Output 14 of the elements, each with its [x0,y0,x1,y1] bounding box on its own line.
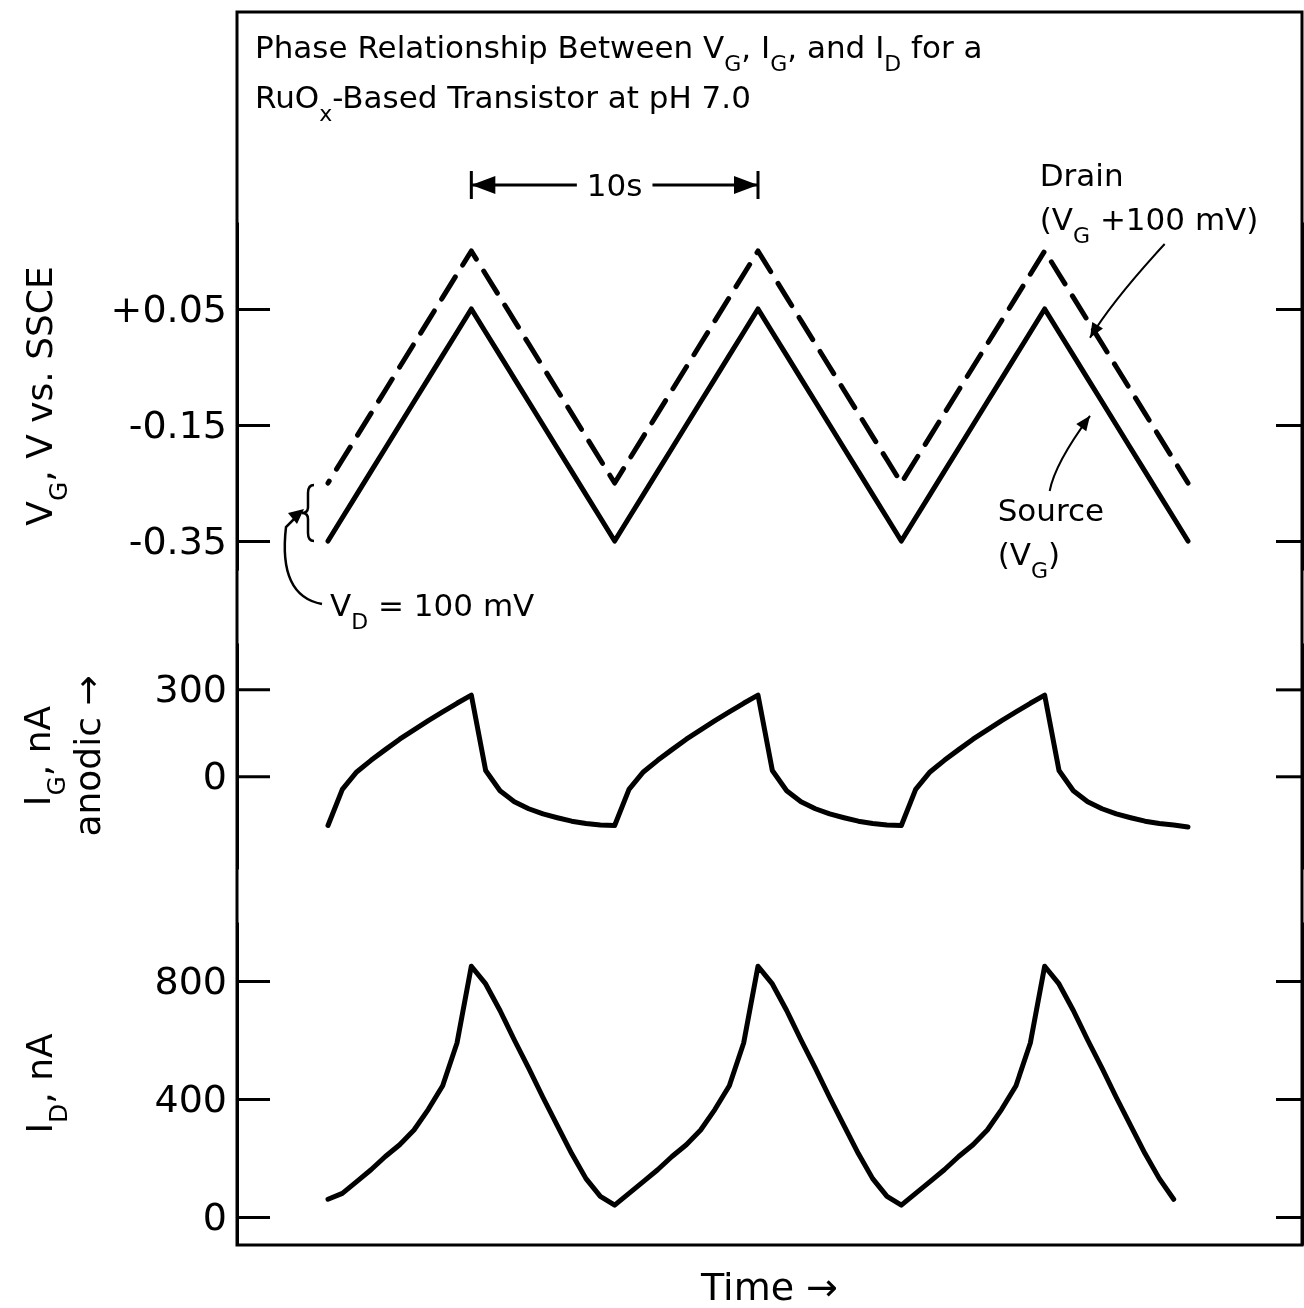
series-label: Source (V$_{G}$) [997,492,1105,583]
y-tick-label: 300 [154,667,227,712]
y-tick-label: +0.05 [110,286,227,331]
y-tick-label: -0.15 [128,402,227,447]
y-tick-label: 0 [202,1194,227,1239]
y-tick-label: -0.35 [128,518,227,563]
text: 10s [586,167,643,203]
y-tick-label: 0 [202,753,227,798]
y-tick-label: 800 [154,958,227,1003]
x-axis-title: Time → [700,1265,838,1308]
y-tick-label: 400 [154,1076,227,1121]
series-label: Drain (V$_{G}$ +100 mV) [1039,157,1259,248]
text: V$_{D}$ = 100 mV [330,587,535,634]
chart-title: Phase Relationship Between V$_{G}$, I$_{G}$, and I$_{D}$ for a RuO$_{x}$-Based Transistor at pH 7.0 [255,29,983,126]
